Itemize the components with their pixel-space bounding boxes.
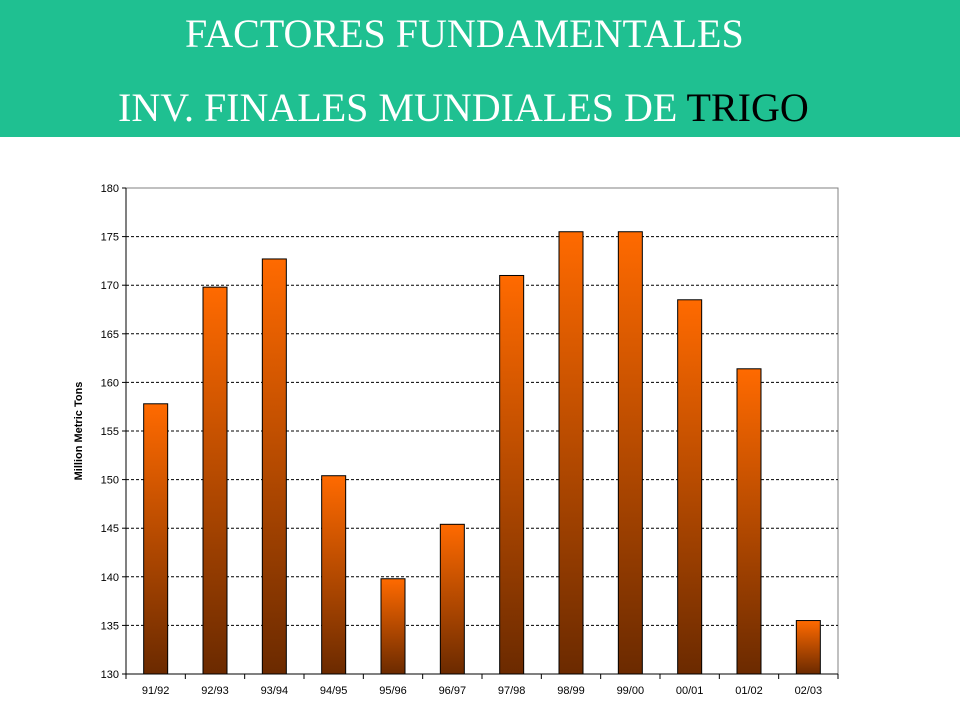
bar-93/94 <box>261 258 287 675</box>
bar-95/96 <box>380 578 406 675</box>
y-tick-label: 180 <box>101 183 119 195</box>
bar-91/92 <box>143 403 169 675</box>
y-axis-title: Million Metric Tons <box>73 382 85 481</box>
x-tick-label: 01/02 <box>735 685 763 697</box>
y-tick-label: 170 <box>101 280 119 292</box>
y-axis: 130 135 140 145 150 155 160 165 170 175 180 <box>101 183 127 681</box>
y-tick-label: 175 <box>101 232 119 244</box>
y-tick-label: 145 <box>101 523 119 535</box>
x-tick-label: 02/03 <box>795 685 823 697</box>
y-tick-label: 165 <box>101 329 119 341</box>
y-tick-label: 160 <box>101 377 119 389</box>
x-axis: 91/92 92/93 93/94 94/95 95/96 96/97 97/98 98/99… <box>125 673 839 697</box>
x-tick-label: 91/92 <box>142 685 170 697</box>
bars <box>143 231 821 675</box>
bar-96/97 <box>439 523 465 675</box>
y-tick-label: 135 <box>101 620 119 632</box>
bar-98/99 <box>558 231 584 675</box>
bar-92/93 <box>202 286 228 675</box>
bar-00/01 <box>677 299 703 675</box>
bar-01/02 <box>736 368 762 675</box>
x-tick-label: 92/93 <box>201 685 229 697</box>
x-tick-label: 98/99 <box>557 685 585 697</box>
y-tick-label: 155 <box>101 426 119 438</box>
x-tick-label: 93/94 <box>261 685 289 697</box>
bar-99/00 <box>617 231 643 675</box>
title-line-1: FACTORES FUNDAMENTALES <box>185 11 744 56</box>
x-tick-label: 97/98 <box>498 685 526 697</box>
x-tick-label: 00/01 <box>676 685 704 697</box>
title-line-2: INV. FINALES MUNDIALES DE TRIGO <box>118 84 809 131</box>
x-tick-label: 99/00 <box>617 685 645 697</box>
x-tick-label: 95/96 <box>379 685 407 697</box>
gridlines <box>126 236 838 626</box>
bar-02/03 <box>795 620 821 675</box>
title-line-2-accent: TRIGO <box>686 85 809 130</box>
bar-97/98 <box>499 274 525 675</box>
title-banner: FACTORES FUNDAMENTALES INV. FINALES MUND… <box>0 0 960 137</box>
x-tick-label: 96/97 <box>439 685 467 697</box>
y-tick-label: 140 <box>101 572 119 584</box>
title-line-2-main: INV. FINALES MUNDIALES DE <box>118 85 687 130</box>
y-tick-label: 130 <box>101 669 119 681</box>
x-tick-label: 94/95 <box>320 685 348 697</box>
y-tick-label: 150 <box>101 475 119 487</box>
bar-94/95 <box>321 475 347 675</box>
